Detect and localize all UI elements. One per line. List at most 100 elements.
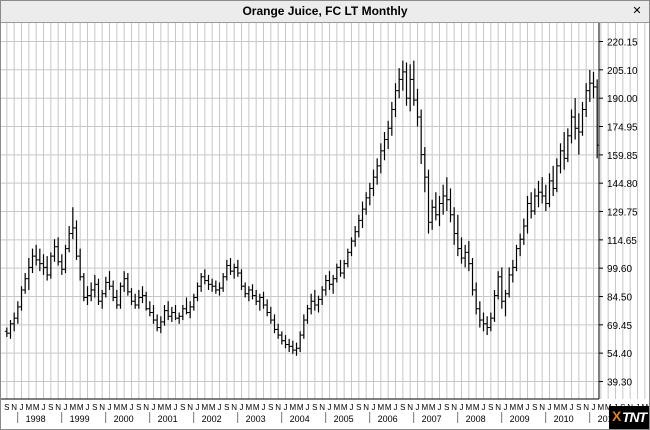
month-label: N	[55, 403, 61, 412]
year-label: 1998	[26, 414, 46, 424]
month-label: M	[113, 403, 120, 412]
ohlc-bar	[430, 199, 435, 230]
year-label: 2002	[202, 414, 222, 424]
month-label: J	[394, 403, 398, 412]
month-label: J	[64, 403, 68, 412]
year-label: 2001	[158, 414, 178, 424]
ohlc-bar	[276, 323, 281, 339]
month-label: J	[548, 403, 552, 412]
year-label: 2010	[554, 414, 574, 424]
month-label: J	[20, 403, 24, 412]
month-label: M	[341, 403, 348, 412]
month-label: M	[377, 403, 384, 412]
month-label: J	[372, 403, 376, 412]
grid-lines	[1, 23, 646, 399]
ohlc-bar	[408, 64, 413, 112]
month-label: J	[328, 403, 332, 412]
ohlc-bar	[67, 226, 72, 253]
logo-mark: X	[612, 408, 622, 424]
month-label: J	[460, 403, 464, 412]
month-label: M	[517, 403, 524, 412]
ohlc-bar	[320, 286, 325, 305]
month-label: M	[201, 403, 208, 412]
y-tick-label: 144.80	[607, 179, 638, 190]
month-label: N	[187, 403, 193, 412]
month-label: N	[143, 403, 149, 412]
month-label: N	[407, 403, 413, 412]
y-tick-label: 205.10	[607, 66, 638, 77]
month-label: J	[306, 403, 310, 412]
month-label: M	[473, 403, 480, 412]
month-label: M	[465, 403, 472, 412]
ohlc-bar	[122, 271, 127, 292]
y-axis: 220.15 205.10 190.00 174.95 159.85 144.80 129.…	[598, 23, 638, 399]
ohlc-bar	[254, 289, 259, 305]
year-label: 1999	[70, 414, 90, 424]
month-label: N	[231, 403, 237, 412]
month-label: M	[25, 403, 32, 412]
month-label: N	[275, 403, 281, 412]
ohlc-bar	[353, 226, 358, 247]
month-label: M	[605, 403, 612, 412]
month-label: M	[297, 403, 304, 412]
close-icon[interactable]: ✕	[632, 5, 642, 17]
month-label: J	[240, 403, 244, 412]
month-label: M	[561, 403, 568, 412]
month-label: S	[576, 403, 581, 412]
month-label: M	[157, 403, 164, 412]
month-label: J	[570, 403, 574, 412]
month-label: M	[165, 403, 172, 412]
month-label: M	[509, 403, 516, 412]
month-label: N	[539, 403, 545, 412]
y-tick-label: 159.85	[607, 151, 638, 162]
title-bar: Orange Juice, FC LT Monthly ✕	[1, 1, 649, 23]
ohlc-bar	[78, 248, 83, 281]
month-label: S	[400, 403, 405, 412]
ohlc-bar	[298, 331, 303, 352]
month-label: N	[495, 403, 501, 412]
ohlc-bar	[23, 273, 28, 294]
month-label: S	[48, 403, 53, 412]
year-label: 2009	[510, 414, 530, 424]
ohlc-bar	[89, 282, 94, 302]
month-label: J	[284, 403, 288, 412]
month-label: M	[253, 403, 260, 412]
ohlc-bar	[111, 280, 116, 302]
month-label: S	[4, 403, 9, 412]
year-label: 2005	[334, 414, 354, 424]
month-label: S	[180, 403, 185, 412]
month-label: J	[416, 403, 420, 412]
month-label: M	[429, 403, 436, 412]
y-tick-label: 174.95	[607, 122, 638, 133]
y-tick-label: 129.75	[607, 207, 638, 218]
month-label: M	[69, 403, 76, 412]
month-label: S	[92, 403, 97, 412]
y-tick-label: 190.00	[607, 94, 638, 105]
price-bars	[4, 60, 600, 356]
month-label: N	[99, 403, 105, 412]
ohlc-bar	[386, 120, 391, 149]
month-label: N	[319, 403, 325, 412]
year-label: 2006	[378, 414, 398, 424]
y-tick-label: 99.60	[607, 264, 632, 275]
month-label: S	[532, 403, 537, 412]
month-label: N	[11, 403, 17, 412]
year-label: 2003	[246, 414, 266, 424]
month-label: J	[174, 403, 178, 412]
month-label: S	[312, 403, 317, 412]
ohlc-bar	[100, 289, 105, 309]
price-chart: 220.15 205.10 190.00 174.95 159.85 144.80 129.…	[1, 23, 649, 424]
month-label: M	[33, 403, 40, 412]
year-label: 2007	[422, 414, 442, 424]
ohlc-bar	[419, 109, 424, 164]
ohlc-bar	[463, 244, 468, 268]
window-title: Orange Juice, FC LT Monthly	[242, 4, 408, 18]
month-label: J	[218, 403, 222, 412]
month-label: M	[121, 403, 128, 412]
ohlc-bar	[441, 184, 446, 215]
year-label: 2000	[114, 414, 134, 424]
ohlc-bar	[331, 274, 336, 294]
year-label: 2011	[598, 414, 617, 424]
